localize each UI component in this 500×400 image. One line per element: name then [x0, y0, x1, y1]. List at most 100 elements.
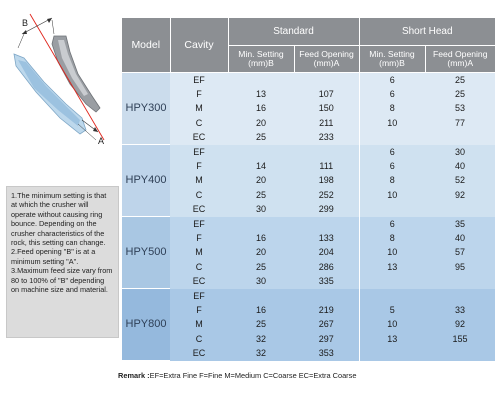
header-row-2: Min. Setting (mm)B Feed Opening (mm)A Min.…: [122, 45, 495, 73]
notes-box: 1.The minimum setting is that at which t…: [6, 186, 119, 338]
sh-feed-opening-cell: 33: [425, 303, 495, 318]
std-feed-opening-cell: 111: [294, 158, 359, 174]
sh-min-setting-cell: 10: [358, 245, 425, 260]
cavity-cell: F: [170, 303, 228, 318]
std-feed-opening-cell: 267: [294, 317, 359, 332]
sh-feed-opening-cell: 30: [425, 144, 495, 159]
sh-min-setting-cell: 8: [358, 230, 425, 246]
cavity-cell: F: [170, 86, 228, 102]
std-min-setting-cell: 25: [228, 317, 294, 332]
std-min-setting-cell: 20: [228, 115, 294, 131]
table-row: M 16 150 8 53: [122, 101, 495, 116]
sh-feed-opening-cell: 52: [425, 173, 495, 188]
std-min-setting-cell: 16: [228, 303, 294, 318]
cavity-cell: EF: [170, 216, 228, 231]
std-feed-opening-cell: 198: [294, 173, 359, 188]
std-min-setting-cell: [228, 288, 294, 303]
sh-feed-opening-cell: 53: [425, 101, 495, 116]
header-row-1: Model Cavity Standard Short Head: [122, 18, 495, 73]
header-short-head: Short Head: [359, 18, 495, 46]
cavity-cell: EC: [170, 130, 228, 145]
sh-min-setting-cell: [358, 202, 425, 217]
sh-feed-opening-cell: [425, 202, 495, 217]
header-standard: Standard: [228, 18, 360, 46]
std-min-setting-cell: [228, 216, 294, 231]
table-row: M 20 198 8 52: [122, 173, 495, 188]
cavity-cell: C: [170, 331, 228, 347]
std-feed-opening-cell: 335: [294, 274, 359, 289]
sh-feed-opening-cell: 35: [425, 216, 495, 231]
sh-feed-opening-cell: 92: [425, 187, 495, 203]
sh-min-setting-cell: 8: [358, 173, 425, 188]
table-row: HPY800 EF: [122, 288, 495, 362]
sh-min-setting-cell: [358, 274, 425, 289]
sh-min-setting-cell: 6: [358, 216, 425, 231]
std-min-setting-cell: 25: [228, 187, 294, 203]
model-name-cell: HPY800: [122, 288, 170, 362]
sh-feed-opening-cell: 77: [425, 115, 495, 131]
remark-line: Remark :EF=Extra Fine F=Fine M=Medium C=…: [118, 371, 498, 380]
std-min-setting-cell: 16: [228, 230, 294, 246]
cavity-cell: M: [170, 101, 228, 116]
table-row: F 14 111 6 40: [122, 158, 495, 174]
sh-feed-opening-cell: [425, 274, 495, 289]
cavity-cell: C: [170, 187, 228, 203]
std-min-setting-cell: 13: [228, 86, 294, 102]
std-feed-opening-cell: 353: [294, 346, 359, 361]
table-row: F 16 133 8 40: [122, 230, 495, 246]
sh-min-setting-cell: 13: [358, 331, 425, 347]
sh-feed-opening-cell: 40: [425, 230, 495, 246]
sh-feed-opening-cell: 95: [425, 259, 495, 275]
cavity-cell: F: [170, 230, 228, 246]
table-row: C 25 286 13 95: [122, 259, 495, 275]
cavity-cell: C: [170, 259, 228, 275]
cavity-cell: EF: [170, 72, 228, 87]
label-a: A: [98, 136, 104, 146]
sh-min-setting-cell: 8: [358, 101, 425, 116]
std-feed-opening-cell: 233: [294, 130, 359, 145]
sh-min-setting-cell: 13: [358, 259, 425, 275]
remark-text: EF=Extra Fine F=Fine M=Medium C=Coarse E…: [149, 371, 357, 380]
sh-feed-opening-cell: 92: [425, 317, 495, 332]
cavity-cell: EC: [170, 274, 228, 289]
std-min-setting-cell: 20: [228, 245, 294, 260]
std-min-setting-cell: 30: [228, 202, 294, 217]
note-3: 3.Maximum feed size vary from 80 to 100%…: [11, 266, 113, 295]
model-name-cell: HPY400: [122, 144, 170, 218]
std-min-setting-cell: 30: [228, 274, 294, 289]
sh-min-setting-cell: 6: [358, 86, 425, 102]
sh-feed-opening-cell: 25: [425, 86, 495, 102]
table-row: C 20 211 10 77: [122, 115, 495, 131]
table-row: EC 25 233: [122, 130, 495, 145]
remark-label: Remark :: [118, 371, 150, 380]
table-row: F 16 219 5 33: [122, 303, 495, 318]
sh-min-setting-cell: 5: [358, 303, 425, 318]
header-cavity: Cavity: [170, 18, 229, 73]
std-min-setting-cell: [228, 144, 294, 159]
std-feed-opening-cell: 299: [294, 202, 359, 217]
sh-min-setting-cell: 10: [358, 115, 425, 131]
cavity-cell: EF: [170, 288, 228, 303]
b-dimension-line: [21, 17, 53, 35]
model-name-cell: HPY500: [122, 216, 170, 290]
header-sh-feed-opening: Feed Opening (mm)A: [425, 45, 495, 73]
std-feed-opening-cell: [294, 72, 359, 87]
std-feed-opening-cell: 204: [294, 245, 359, 260]
table-row: M 20 204 10 57: [122, 245, 495, 260]
sh-min-setting-cell: 6: [358, 158, 425, 174]
sh-feed-opening-cell: [425, 288, 495, 303]
std-min-setting-cell: 25: [228, 259, 294, 275]
sh-min-setting-cell: [358, 130, 425, 145]
label-b: B: [22, 18, 28, 28]
cavity-cell: F: [170, 158, 228, 174]
table-row: F 13 107 6 25: [122, 86, 495, 102]
table-row: C 32 297 13 155: [122, 331, 495, 347]
sh-min-setting-cell: 6: [358, 144, 425, 159]
std-feed-opening-cell: 252: [294, 187, 359, 203]
cavity-cell: C: [170, 115, 228, 131]
mantle-shade: [18, 60, 80, 126]
sh-min-setting-cell: [358, 288, 425, 303]
cavity-cell: EC: [170, 202, 228, 217]
sh-min-setting-cell: 10: [358, 187, 425, 203]
spec-table: Model Cavity Standard Short Head Min. Se…: [122, 18, 495, 362]
